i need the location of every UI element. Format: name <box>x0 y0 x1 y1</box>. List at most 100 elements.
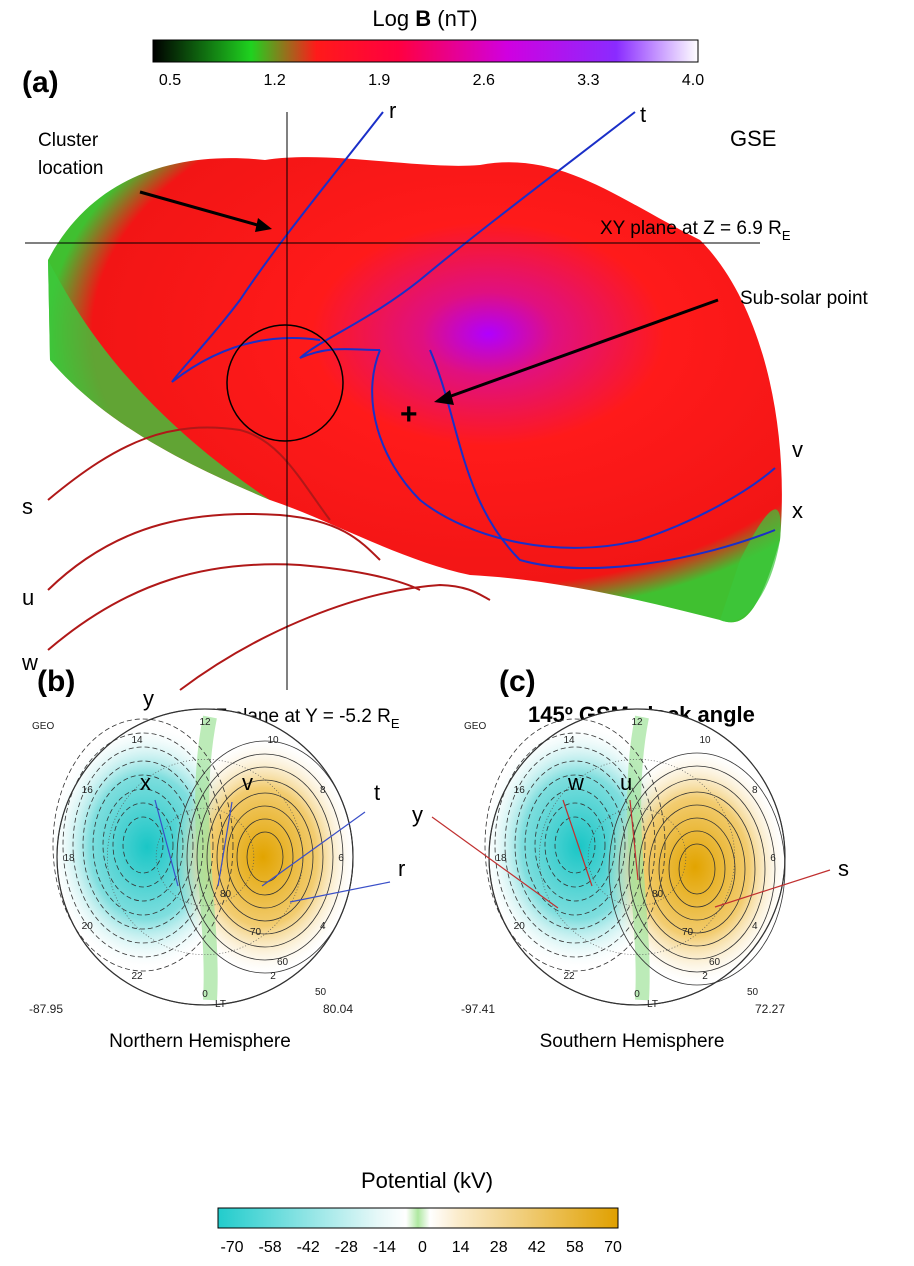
contour <box>534 788 616 902</box>
panel-label: (a) <box>22 66 59 99</box>
line-label: v <box>242 770 253 795</box>
subscript: E <box>782 228 791 243</box>
surface-edge <box>48 260 270 500</box>
contour <box>186 753 344 961</box>
colorbar-tick-label: -42 <box>297 1239 320 1256</box>
hour-label: 6 <box>770 853 776 864</box>
contour <box>246 831 284 883</box>
contour <box>196 766 334 948</box>
colorbar <box>217 1207 619 1229</box>
hour-label: 2 <box>270 971 276 982</box>
colorbar-tick-label: 42 <box>528 1239 546 1256</box>
colorbar-tick-label: 28 <box>490 1239 508 1256</box>
line-label: r <box>398 856 405 881</box>
colorbar-ticks: -70 -58 -42 -28 -14 0 14 28 42 58 70 <box>220 1239 622 1256</box>
hour-label: 4 <box>752 921 758 932</box>
colorbar-title: Potential (kV) <box>361 1168 493 1193</box>
polar-outline <box>488 708 786 1006</box>
frame-label: GEO <box>464 721 486 732</box>
max-label: 80.04 <box>323 1002 353 1016</box>
contour <box>658 817 736 921</box>
contour-label: 80 <box>220 889 232 900</box>
title-part: B <box>415 6 431 31</box>
hour-label: 16 <box>514 785 526 796</box>
polar-outline <box>56 708 354 1006</box>
latitude-ring <box>587 807 687 907</box>
title-part: Log <box>372 6 415 31</box>
contour <box>628 778 766 960</box>
contour <box>648 804 746 934</box>
hour-label: 16 <box>82 785 94 796</box>
line-label: x <box>792 498 803 523</box>
line-label: w <box>21 650 38 675</box>
hour-label: 14 <box>563 735 575 746</box>
hour-label: 10 <box>267 735 279 746</box>
polar-plot: 12 14 16 18 20 22 0 2 4 6 8 10 LT 80 70 60 50 GEO -97.41 72… <box>412 665 849 1052</box>
contour <box>72 746 214 944</box>
hour-label: 0 <box>634 989 640 1000</box>
line-label: r <box>389 98 396 123</box>
marker: + <box>400 398 418 431</box>
contour <box>216 792 314 922</box>
contour-label: 70 <box>682 927 694 938</box>
max-label: 72.27 <box>755 1002 785 1016</box>
line-label: w <box>567 770 584 795</box>
contour-label: 80 <box>652 889 664 900</box>
trace-line <box>289 881 391 903</box>
contour <box>618 765 776 973</box>
contour <box>678 843 716 895</box>
annotation: location <box>38 158 104 179</box>
colorbar-tick-label: 0.5 <box>159 72 181 89</box>
line-label: x <box>140 770 151 795</box>
contour-label: 70 <box>250 927 262 938</box>
contour <box>638 791 756 947</box>
contour <box>62 732 224 958</box>
contour <box>82 760 204 930</box>
line-label: s <box>838 856 849 881</box>
colorbar-tick-label: -58 <box>259 1239 282 1256</box>
colorbar-tick-label: -14 <box>373 1239 396 1256</box>
hour-label: 12 <box>199 717 211 728</box>
colorbar-tick-label: -70 <box>220 1239 243 1256</box>
contour <box>544 802 606 888</box>
line-label: s <box>22 494 33 519</box>
contour <box>122 816 164 874</box>
contour <box>554 816 596 874</box>
hour-label: 10 <box>699 735 711 746</box>
hour-label: 0 <box>202 989 208 1000</box>
polar-plot: 12 14 16 18 20 22 0 2 4 6 8 10 LT 80 70 60 50 GEO -87.95 80… <box>29 665 405 1052</box>
hour-label: 12 <box>631 717 643 728</box>
contour <box>102 788 184 902</box>
magnetosphere <box>48 157 782 623</box>
colorbar-title: Log B (nT) <box>372 6 477 31</box>
hour-label: 22 <box>563 971 575 982</box>
caption: Northern Hemisphere <box>109 1031 291 1052</box>
hour-label: 4 <box>320 921 326 932</box>
title-part: (nT) <box>431 6 477 31</box>
surface <box>48 157 782 623</box>
line-label: v <box>792 437 803 462</box>
colorbar-tick-label: 2.6 <box>473 72 495 89</box>
trace-line <box>714 869 831 908</box>
colorbar-tick-label: 0 <box>418 1239 427 1256</box>
trace-line <box>431 816 559 909</box>
colorbar-tick-label: -28 <box>335 1239 358 1256</box>
annotation: Cluster <box>38 130 99 151</box>
trace-line <box>629 799 639 881</box>
contour <box>484 718 666 972</box>
zero-band <box>195 715 218 1001</box>
annotation: Sub-solar point <box>740 288 869 309</box>
contour-label: 60 <box>709 957 721 968</box>
latitude-ring <box>155 807 255 907</box>
panel-label: (b) <box>37 665 75 698</box>
latitude-ring <box>538 758 736 956</box>
lt-label: LT <box>215 999 226 1010</box>
panel-label: (c) <box>499 665 536 698</box>
arrow <box>439 298 719 402</box>
line-label: y <box>412 802 423 827</box>
surface-edge <box>720 509 781 622</box>
colorbar-tick-label: 1.2 <box>263 72 285 89</box>
colorbar-tick-label: 14 <box>452 1239 470 1256</box>
